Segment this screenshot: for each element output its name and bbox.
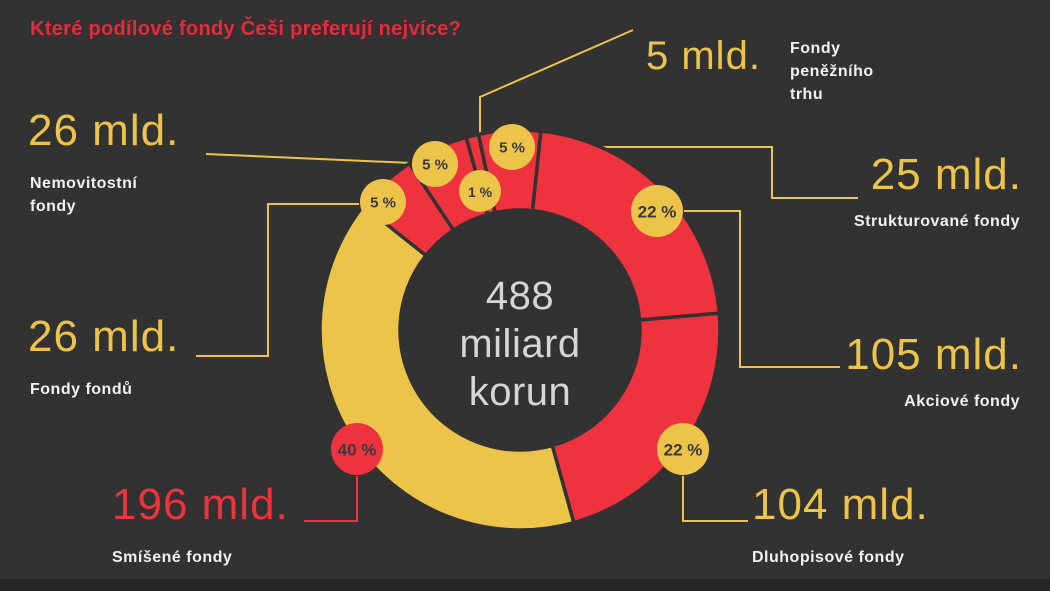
leader-line-strukturovane-fondy <box>536 146 858 199</box>
fund-label-akciove-fondy: Akciové fondy <box>904 393 1020 410</box>
leader-line-akciove-fondy <box>684 210 840 368</box>
amount-strukturovane-fondy: 25 mld. <box>870 150 1022 199</box>
leader-line-fondy-penezniho-trhu <box>479 29 634 135</box>
center-total-unit-2: korun <box>468 370 572 414</box>
fund-label-nemovitostni-fondy: Nemovitostní fondy <box>30 175 138 216</box>
leader-lines <box>196 29 858 522</box>
amount-fondy-fondu: 26 mld. <box>28 312 180 361</box>
amount-smisene-fondy: 196 mld. <box>112 480 289 529</box>
percent-badge-strukturovane-fondy <box>489 124 535 170</box>
percent-badge-label-smisene-fondy: 40 % <box>338 441 377 460</box>
fund-label-strukturovane-fondy: Strukturované fondy <box>854 213 1020 230</box>
percent-badge-smisene-fondy <box>331 423 383 475</box>
percent-badge-fondy-penezniho-trhu <box>459 170 501 212</box>
fund-label-fondy-penezniho-trhu: Fondy peněžního trhu <box>790 40 874 104</box>
fund-label-fondy-fondu: Fondy fondů <box>30 381 133 398</box>
fund-label-smisene-fondy: Smíšené fondy <box>112 549 233 566</box>
percent-badge-label-fondy-penezniho-trhu: 1 % <box>468 184 493 200</box>
leader-line-smisene-fondy <box>304 476 358 522</box>
donut-center-total: 488 miliard korun <box>395 272 645 416</box>
leader-line-dluhopisove-fondy <box>682 476 748 522</box>
bottom-letterbox-bar <box>0 579 1050 591</box>
percent-badge-label-nemovitostni-fondy: 5 % <box>422 157 448 174</box>
percent-badge-label-fondy-fondu: 5 % <box>370 195 396 212</box>
percent-badge-label-strukturovane-fondy: 5 % <box>499 140 525 157</box>
amount-fondy-penezniho-trhu: 5 mld. <box>646 34 761 78</box>
percent-badge-nemovitostni-fondy <box>412 141 458 187</box>
amount-akciove-fondy: 105 mld. <box>845 330 1022 379</box>
page-title: Které podílové fondy Češi preferují nejv… <box>30 18 462 40</box>
percent-badge-label-dluhopisove-fondy: 22 % <box>664 441 703 460</box>
percent-badge-fondy-fondu <box>360 179 406 225</box>
percent-badge-akciove-fondy <box>631 185 683 237</box>
fund-label-dluhopisove-fondy: Dluhopisové fondy <box>752 549 905 566</box>
donut-segment-dluhopisove-fondy <box>550 311 722 525</box>
leader-line-nemovitostni-fondy <box>205 153 412 164</box>
center-total-unit-1: miliard <box>459 322 581 366</box>
amount-nemovitostni-fondy: 26 mld. <box>28 106 180 155</box>
center-total-value: 488 <box>485 274 555 318</box>
donut-segment-smisene-fondy <box>318 203 576 532</box>
amount-dluhopisove-fondy: 104 mld. <box>752 480 929 529</box>
donut-segment-akciove-fondy <box>530 129 722 322</box>
percent-badge-label-akciove-fondy: 22 % <box>638 203 677 222</box>
percent-badges: 5 % 22 % 22 % 40 % 5 % 5 % 1 % <box>331 124 709 475</box>
leader-line-fondy-fondu <box>196 203 359 357</box>
percent-badge-dluhopisove-fondy <box>657 423 709 475</box>
